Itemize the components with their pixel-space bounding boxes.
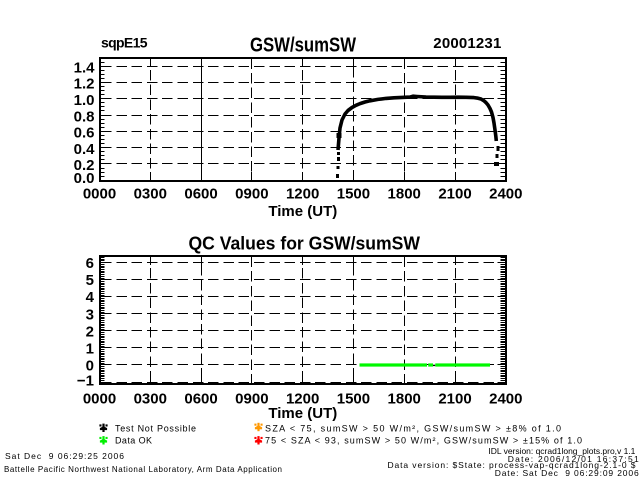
svg-text:1.0: 1.0 <box>74 92 95 109</box>
svg-text:IDL version: qcrad1long_plots.: IDL version: qcrad1long_plots.pro,v 1.1 <box>488 446 635 456</box>
svg-text:1800: 1800 <box>388 185 421 202</box>
svg-text:0900: 0900 <box>235 185 268 202</box>
svg-text:20001231: 20001231 <box>433 35 501 52</box>
svg-text:1500: 1500 <box>337 391 370 408</box>
svg-text:2400: 2400 <box>489 185 522 202</box>
svg-text:0600: 0600 <box>184 391 217 408</box>
svg-text:1: 1 <box>86 340 94 357</box>
svg-text:0.0: 0.0 <box>74 170 95 187</box>
svg-text:Date: 2006/12/01 16:37:51: Date: 2006/12/01 16:37:51 <box>508 454 639 464</box>
svg-text:SZA < 75, sumSW > 50 W/m², GSW: SZA < 75, sumSW > 50 W/m², GSW/sumSW > ±… <box>265 423 561 433</box>
svg-text:0300: 0300 <box>134 185 167 202</box>
svg-text:2100: 2100 <box>438 391 471 408</box>
svg-text:QC Values for GSW/sumSW: QC Values for GSW/sumSW <box>189 232 421 253</box>
svg-text:1200: 1200 <box>286 185 319 202</box>
svg-text:0.8: 0.8 <box>74 108 95 125</box>
svg-text:Data OK: Data OK <box>115 435 152 445</box>
svg-text:2: 2 <box>86 323 94 340</box>
svg-text:4: 4 <box>86 289 95 306</box>
svg-text:0600: 0600 <box>184 185 217 202</box>
svg-text:6: 6 <box>86 255 94 272</box>
svg-text:75 < SZA < 93, sumSW > 50 W/m²: 75 < SZA < 93, sumSW > 50 W/m², GSW/sumS… <box>265 436 582 446</box>
svg-text:3: 3 <box>86 306 94 323</box>
svg-text:2400: 2400 <box>489 391 522 408</box>
svg-text:−1: −1 <box>77 372 94 389</box>
svg-text:0.4: 0.4 <box>74 141 96 158</box>
svg-text:Sat Dec 9 06:29:25 2006: Sat Dec 9 06:29:25 2006 <box>5 451 124 461</box>
svg-text:Battelle Pacific Northwest Nat: Battelle Pacific Northwest National Labo… <box>4 465 282 474</box>
svg-text:5: 5 <box>86 272 94 289</box>
svg-text:0300: 0300 <box>134 391 167 408</box>
svg-text:1200: 1200 <box>286 391 319 408</box>
svg-text:Time (UT): Time (UT) <box>268 405 337 422</box>
svg-text:0000: 0000 <box>83 391 116 408</box>
svg-text:0000: 0000 <box>83 185 116 202</box>
svg-text:2100: 2100 <box>438 185 471 202</box>
svg-text:sqpE15: sqpE15 <box>101 35 148 51</box>
svg-text:0.2: 0.2 <box>74 157 95 174</box>
svg-text:Date: Sat Dec 9 06:29:09 2006: Date: Sat Dec 9 06:29:09 2006 <box>495 468 639 478</box>
svg-text:GSW/sumSW: GSW/sumSW <box>250 34 356 56</box>
svg-text:Time (UT): Time (UT) <box>268 203 337 220</box>
svg-text:0.6: 0.6 <box>74 125 95 142</box>
svg-text:Data version: $State: process-: Data version: $State: process-vap-qcrad1… <box>388 460 636 470</box>
svg-text:1.4: 1.4 <box>74 59 96 76</box>
svg-text:0900: 0900 <box>235 391 268 408</box>
svg-text:Test Not Possible: Test Not Possible <box>115 424 196 434</box>
svg-text:1.2: 1.2 <box>74 76 95 93</box>
svg-text:1500: 1500 <box>337 185 370 202</box>
svg-text:0: 0 <box>86 357 94 374</box>
svg-text:1800: 1800 <box>388 391 421 408</box>
